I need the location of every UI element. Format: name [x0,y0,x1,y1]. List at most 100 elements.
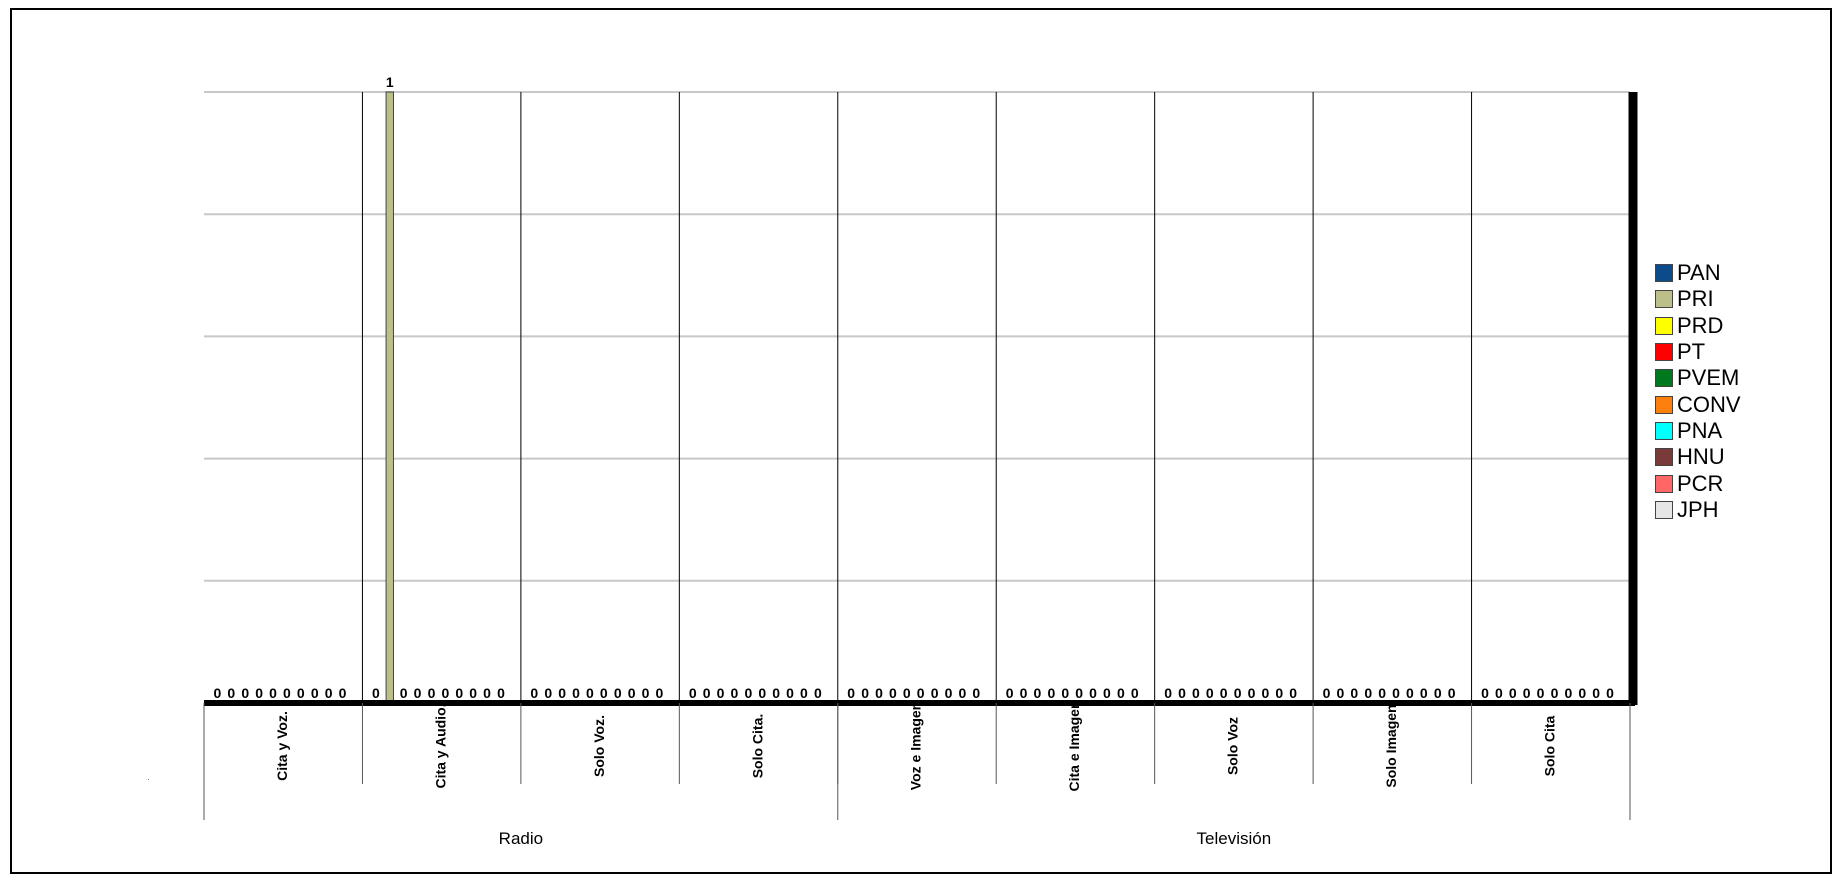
legend-item: JPH [1655,497,1741,523]
data-label: 0 [1364,685,1372,701]
data-label: 0 [600,685,608,701]
data-label: 0 [441,685,449,701]
data-label: 0 [1047,685,1055,701]
data-label: 0 [414,685,422,701]
data-label: 0 [847,685,855,701]
data-label: 0 [1206,685,1214,701]
category-label: Cita e Imagen [1066,700,1082,791]
data-label: 0 [889,685,897,701]
data-label: 0 [1178,685,1186,701]
legend-label: PRI [1677,286,1714,312]
legend-swatch [1655,290,1673,309]
data-label: 0 [400,685,408,701]
data-label: 0 [717,685,725,701]
data-label: 0 [1392,685,1400,701]
legend-item: PRI [1655,286,1741,312]
category-label: Solo Voz. [591,715,607,777]
data-label: 0 [903,685,911,701]
data-label: 0 [614,685,622,701]
data-label: 0 [1523,685,1531,701]
category-label: Solo Cita. [749,714,765,779]
data-label: 0 [1406,685,1414,701]
legend-label: JPH [1677,496,1719,522]
legend-swatch [1655,500,1673,519]
data-label: 0 [297,685,305,701]
data-label: 0 [731,685,739,701]
data-label: 0 [1061,685,1069,701]
data-label: 0 [572,685,580,701]
data-label: 0 [861,685,869,701]
legend-swatch [1655,474,1673,493]
legend-item: PVEM [1655,365,1741,391]
data-label: 0 [227,685,235,701]
category-label: Cita y Voz. [274,711,290,781]
data-label: 0 [1378,685,1386,701]
data-label: 0 [544,685,552,701]
data-label: 0 [1337,685,1345,701]
data-label: 0 [325,685,333,701]
legend-item: PRD [1655,313,1741,339]
legend-label: PCR [1677,470,1724,496]
data-label: 0 [875,685,883,701]
legend-item: PNA [1655,418,1741,444]
data-label: 0 [1434,685,1442,701]
data-label: 0 [428,685,436,701]
group-label: Televisión [1197,829,1272,848]
data-label: 0 [1020,685,1028,701]
data-label: 0 [1592,685,1600,701]
data-label: 0 [931,685,939,701]
legend-item: PT [1655,339,1741,365]
data-label: 0 [1606,685,1614,701]
legend-swatch [1655,395,1673,414]
data-label: 0 [1481,685,1489,701]
data-label: 0 [283,685,291,701]
legend: PAN PRI PRD PT PVEM CONV PNA HNU PCR JPH [1655,260,1741,523]
data-label: 0 [1089,685,1097,701]
data-label: 0 [1192,685,1200,701]
data-label: 0 [1495,685,1503,701]
data-label: 0 [703,685,711,701]
data-label: 0 [1289,685,1297,701]
legend-label: CONV [1677,391,1741,417]
legend-label: PT [1677,339,1706,365]
legend-swatch [1655,316,1673,335]
data-label: 0 [1006,685,1014,701]
data-label: 0 [1131,685,1139,701]
legend-label: PVEM [1677,365,1740,391]
data-label: 0 [1075,685,1083,701]
category-label: Solo Cita [1541,715,1557,776]
data-label: 0 [972,685,980,701]
category-label: Solo Imagen [1383,704,1399,787]
data-label: 0 [1564,685,1572,701]
legend-label: HNU [1677,444,1725,470]
chart-frame [10,8,1832,874]
data-label: 0 [269,685,277,701]
data-label: 0 [339,685,347,701]
legend-item: PCR [1655,470,1741,496]
data-label: 0 [959,685,967,701]
data-label: 0 [1034,685,1042,701]
data-label: 0 [469,685,477,701]
legend-swatch [1655,369,1673,388]
data-label: 0 [1248,685,1256,701]
legend-swatch [1655,421,1673,440]
data-label: 0 [455,685,463,701]
data-label: 0 [558,685,566,701]
data-label: 0 [372,685,380,701]
category-label: Voz e Imagen [908,702,924,790]
legend-swatch [1655,264,1673,283]
data-label: 0 [1275,685,1283,701]
data-label: 0 [1234,685,1242,701]
data-label: 0 [1164,685,1172,701]
legend-label: PRD [1677,312,1724,338]
data-label: 0 [772,685,780,701]
data-label: 0 [1261,685,1269,701]
data-label: 0 [1578,685,1586,701]
data-label: 0 [917,685,925,701]
data-label: 0 [1448,685,1456,701]
data-label: 0 [786,685,794,701]
data-label: 0 [744,685,752,701]
legend-label: PNA [1677,417,1723,443]
legend-item: PAN [1655,260,1741,286]
